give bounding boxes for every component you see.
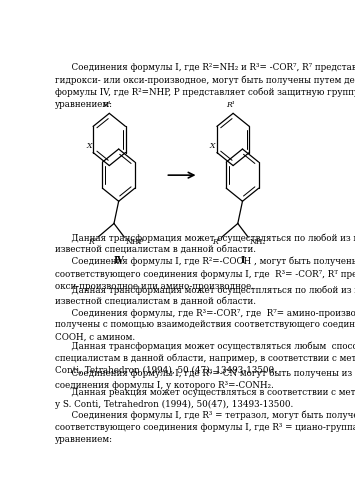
Text: Соединения формулы, где R³=-COR⁷, где  R⁷= амино-произволное, могут быть
получен: Соединения формулы, где R³=-COR⁷, где R⁷…	[55, 308, 355, 341]
Text: X: X	[210, 142, 215, 150]
Text: Данная реакция может осуществляться в соответствии с методикой, описанной
у S. C: Данная реакция может осуществляться в со…	[55, 388, 355, 409]
Text: X: X	[86, 142, 92, 150]
Text: R¹: R¹	[226, 101, 235, 109]
Text: R¹: R¹	[102, 101, 111, 109]
Text: I: I	[240, 256, 245, 265]
Text: R²: R²	[212, 238, 221, 246]
Text: NH₂: NH₂	[249, 238, 266, 246]
Text: Соединения формулы I, где R³ = тетразол, могут быть получены из
соответствующего: Соединения формулы I, где R³ = тетразол,…	[55, 411, 355, 444]
Text: IV: IV	[113, 256, 124, 265]
Text: Соединения формулы I, где R²=-COOH , могут быть получены путем гидролиза
соответ: Соединения формулы I, где R²=-COOH , мог…	[55, 257, 355, 291]
Text: Данная трансформация может осуществляться по любой из методик,
известной специал: Данная трансформация может осуществлятьс…	[55, 234, 355, 255]
Text: Данная трансформация может осущестпляться по любой из методик,
известной специал: Данная трансформация может осущестплятьс…	[55, 285, 355, 307]
Text: NHP: NHP	[125, 238, 144, 246]
Text: R²: R²	[88, 238, 97, 246]
Text: Данная трансформация может осуществляться любым  способом, известным
специалиста: Данная трансформация может осуществлятьс…	[55, 341, 355, 375]
Text: Соединения формулы I, где R²=NH₂ и R³= -COR⁷, R⁷ представляет собой
гидрокси- ил: Соединения формулы I, где R²=NH₂ и R³= -…	[55, 62, 355, 109]
Text: Соединения формулы I, где R³=-CN могут быть получены из соответствующего
соедине: Соединения формулы I, где R³=-CN могут б…	[55, 368, 355, 390]
